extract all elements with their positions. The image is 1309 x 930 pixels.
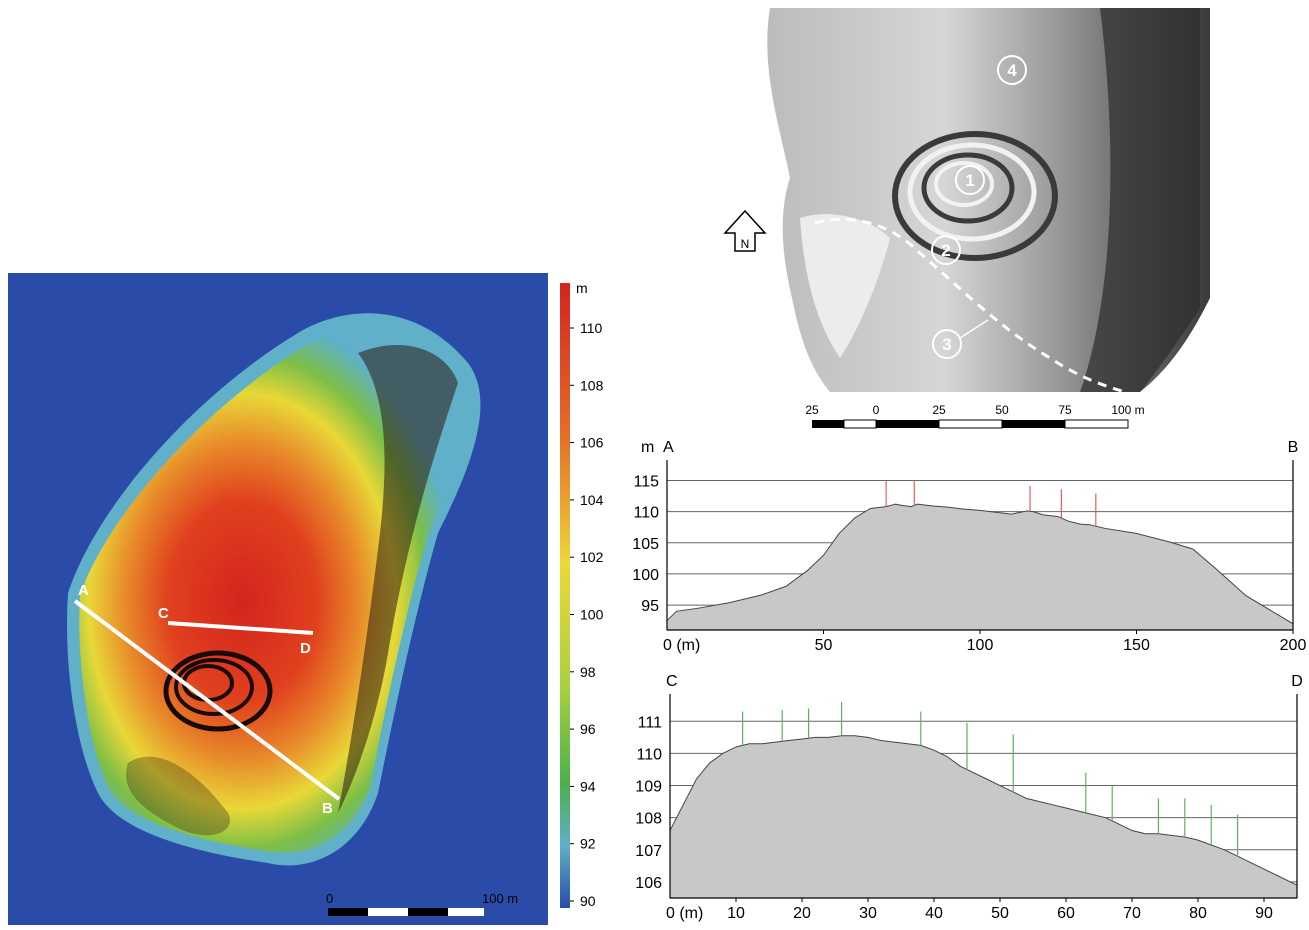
hillshade-scale-bar: 25 0 25 50 75 100 m — [805, 403, 1145, 429]
legend-tick-label: 90 — [580, 893, 596, 909]
scale-end-label: 100 m — [482, 891, 518, 906]
north-arrow-icon: N — [723, 209, 767, 252]
section-label-c: C — [158, 605, 169, 622]
y-tick-label: 105 — [632, 536, 659, 553]
profile-end-label: B — [1288, 439, 1299, 456]
elevation-map: A B C D 0 100 m — [8, 273, 548, 925]
legend-tick-label: 94 — [580, 778, 596, 794]
y-tick-label: 95 — [641, 598, 659, 615]
section-label-b: B — [322, 800, 333, 817]
section-label-d: D — [300, 640, 311, 657]
legend-tick-label: 102 — [580, 549, 604, 565]
profile-start-label: C — [666, 673, 678, 690]
hs-scale-label: 0 — [873, 403, 880, 417]
legend-unit: m — [576, 280, 588, 296]
legend-gradient — [560, 283, 570, 908]
svg-text:N: N — [741, 237, 750, 251]
section-line-ab — [73, 599, 341, 801]
x-tick-label: 50 — [991, 905, 1009, 922]
dashed-boundary — [814, 217, 1126, 394]
x-tick-label: 30 — [859, 905, 877, 922]
legend-tick-label: 96 — [580, 721, 596, 737]
legend-tick-label: 106 — [580, 435, 604, 451]
profile-area — [669, 735, 1298, 899]
x-tick-label: 200 — [1280, 637, 1307, 654]
x-axis-label: 0 (m) — [666, 905, 703, 922]
x-tick-label: 100 — [967, 637, 994, 654]
feature-marker-4: 4 — [997, 55, 1027, 85]
x-tick-label: 60 — [1057, 905, 1075, 922]
x-axis-label: 0 (m) — [663, 637, 700, 654]
hs-scale-label: 25 — [932, 403, 946, 417]
hillshade-rings — [892, 131, 1058, 261]
x-tick-label: 80 — [1189, 905, 1207, 922]
hs-scale-label: 75 — [1058, 403, 1072, 417]
hs-scale-label: 50 — [995, 403, 1009, 417]
legend-ticks: 110 108 106 104 102 100 98 96 94 92 90 — [570, 320, 604, 909]
y-tick-label: 107 — [635, 843, 662, 860]
legend-tick-label: 104 — [580, 492, 604, 508]
y-tick-label: 111 — [638, 714, 662, 731]
dark-ridge — [338, 344, 458, 813]
legend-tick-label: 92 — [580, 836, 596, 852]
y-tick-label: 110 — [633, 505, 659, 522]
svg-text:4: 4 — [1007, 61, 1017, 80]
terrain-surface — [767, 8, 1210, 392]
bright-slope — [800, 214, 890, 358]
hs-scale-label: 100 m — [1111, 403, 1144, 417]
legend-tick-label: 108 — [580, 377, 604, 393]
y-axis-unit: m — [641, 439, 654, 456]
legend-tick-label: 98 — [580, 664, 596, 680]
profile-end-label: D — [1291, 673, 1303, 690]
x-tick-label: 10 — [727, 905, 745, 922]
x-tick-label: 150 — [1123, 637, 1150, 654]
map-scale-bar: 0 100 m — [326, 891, 518, 916]
section-label-a: A — [78, 582, 89, 599]
y-tick-label: 100 — [632, 567, 659, 584]
hillshade-map: 1 2 3 4 N 25 0 25 50 75 100 m — [723, 8, 1210, 429]
x-tick-label: 70 — [1123, 905, 1141, 922]
x-tick-label: 40 — [925, 905, 943, 922]
legend-tick-label: 100 — [580, 607, 604, 623]
svg-text:3: 3 — [942, 335, 951, 354]
y-tick-label: 109 — [635, 779, 662, 796]
profile-area — [666, 503, 1294, 631]
scale-start-label: 0 — [326, 891, 333, 906]
profile-chart-cd: 106 107 108 109 110 111 0 (m) 10 20 30 40 50 60 70 80 9… — [635, 673, 1303, 922]
legend-tick-label: 110 — [580, 320, 603, 336]
svg-text:1: 1 — [965, 171, 974, 190]
y-tick-label: 106 — [635, 875, 662, 892]
profile-chart-ab: 95 100 105 110 115 0 (m) 50 100 150 200 A Bm — [632, 439, 1307, 654]
y-tick-label: 108 — [635, 811, 662, 828]
svg-text:2: 2 — [941, 241, 950, 260]
south-lobe-shadow — [126, 756, 230, 836]
y-tick-label: 115 — [633, 473, 659, 490]
marker-3-leader — [959, 319, 989, 339]
y-tick-label: 110 — [636, 746, 662, 763]
x-tick-label: 20 — [793, 905, 811, 922]
feature-marker-3: 3 — [932, 329, 962, 359]
feature-marker-2: 2 — [931, 235, 961, 265]
feature-marker-1: 1 — [955, 165, 985, 195]
hs-scale-label: 25 — [805, 403, 819, 417]
x-tick-label: 90 — [1255, 905, 1273, 922]
shadow-band — [1080, 8, 1200, 392]
section-line-cd — [167, 621, 314, 635]
elevation-color-legend: m 110 108 106 104 102 100 98 96 94 92 90 — [560, 280, 604, 909]
x-tick-label: 50 — [815, 637, 833, 654]
profile-start-label: A — [663, 439, 674, 456]
